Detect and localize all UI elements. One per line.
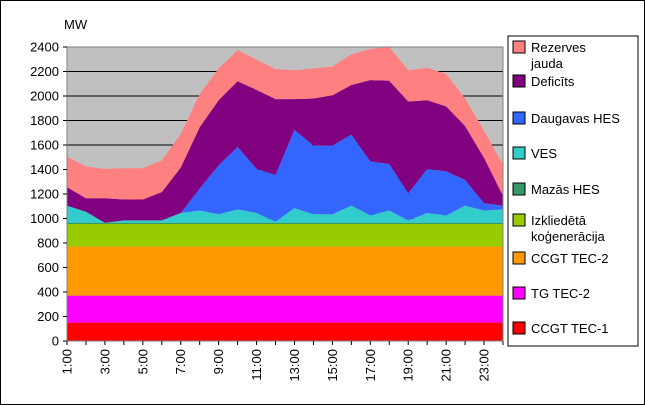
legend-swatch [512, 321, 526, 335]
legend-label: VES [531, 146, 557, 161]
area-series-1 [67, 295, 503, 323]
legend-label: TG TEC-2 [531, 286, 590, 301]
legend-swatch [512, 251, 526, 265]
y-tick-label: 1200 [30, 187, 59, 202]
y-tick-label: 400 [37, 285, 59, 300]
area-series-6 [67, 129, 503, 223]
legend-label: CCGT TEC-2 [531, 251, 609, 266]
legend: Rezerves jauda Deficīts Daugavas HES VES Mazā… [507, 35, 639, 347]
y-tick-label: 1400 [30, 162, 59, 177]
stacked-areas [67, 47, 503, 341]
x-tick-label: 5:00 [135, 349, 150, 374]
legend-label: Mazās HES [531, 182, 600, 197]
legend-label: Izkliedētā koģenerācija [531, 213, 605, 244]
x-tick-label: 1:00 [60, 349, 75, 374]
x-tick-label: 21:00 [439, 349, 454, 382]
x-tick-label: 19:00 [401, 349, 416, 382]
area-series-0 [67, 322, 503, 341]
legend-swatch [512, 213, 526, 227]
legend-swatch [512, 182, 526, 196]
legend-box [507, 35, 639, 347]
legend-swatch [512, 286, 526, 300]
x-tick-label: 23:00 [477, 349, 492, 382]
axes [63, 46, 504, 345]
x-tick-label: 9:00 [211, 349, 226, 374]
y-axis-unit-label: MW [64, 17, 88, 32]
y-tick-label: 600 [37, 260, 59, 275]
y-tick-label: 2400 [30, 40, 59, 55]
y-tick-label: 1800 [30, 113, 59, 128]
legend-swatch [512, 40, 526, 54]
y-tick-label: 2200 [30, 64, 59, 79]
y-tick-label: 1600 [30, 138, 59, 153]
x-tick-label: 11:00 [249, 349, 264, 381]
legend-swatch [512, 74, 526, 88]
y-axis-tick-labels: 0 200 400 600 800 1000 1200 1400 1600 1800 2000 220… [30, 40, 59, 349]
x-tick-label: 3:00 [97, 349, 112, 374]
area-series-8 [67, 47, 503, 200]
legend-label: Rezerves jauda [530, 40, 586, 71]
y-tick-label: 1000 [30, 211, 59, 226]
legend-label: CCGT TEC-1 [531, 321, 609, 336]
y-tick-label: 200 [37, 309, 59, 324]
legend-swatch [512, 146, 526, 160]
legend-swatch [512, 111, 526, 125]
x-tick-label: 15:00 [325, 349, 340, 382]
x-tick-label: 17:00 [363, 349, 378, 382]
area-series-5 [67, 205, 503, 223]
y-tick-label: 0 [52, 334, 59, 349]
area-series-3 [67, 224, 503, 247]
area-series-4 [67, 222, 503, 225]
y-tick-label: 800 [37, 236, 59, 251]
x-tick-label: 7:00 [173, 349, 188, 374]
legend-label: Daugavas HES [531, 111, 620, 126]
area-series-2 [67, 246, 503, 296]
y-tick-label: 2000 [30, 89, 59, 104]
x-tick-label: 13:00 [287, 349, 302, 382]
x-axis-tick-labels: 1:00 3:00 5:00 7:00 9:00 11:00 13:00 15:00 17:00… [60, 349, 492, 382]
legend-label: Deficīts [531, 74, 575, 89]
area-series-7 [67, 80, 503, 223]
